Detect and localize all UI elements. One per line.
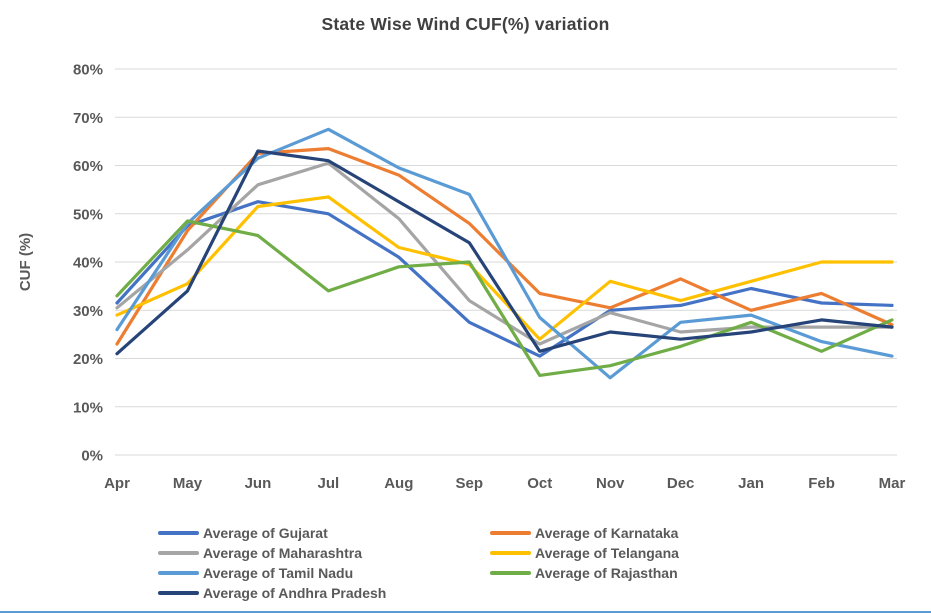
y-tick-label: 40% [73, 255, 103, 272]
y-axis-title: CUF (%) [17, 233, 34, 291]
series-line-gujarat [115, 200, 894, 358]
legend-item-telangana: Average of Telangana [490, 545, 820, 561]
legend-swatch-rajasthan [490, 570, 531, 576]
legend-label: Average of Gujarat [203, 525, 328, 541]
legend-label: Average of Telangana [535, 545, 679, 561]
legend-item-maharashtra: Average of Maharashtra [158, 545, 490, 561]
legend-swatch-maharashtra [158, 550, 199, 556]
x-tick-label: Dec [667, 475, 695, 492]
series-line-karnataka [115, 147, 894, 346]
y-tick-label: 50% [73, 206, 103, 223]
chart-title: State Wise Wind CUF(%) variation [321, 14, 610, 34]
y-tick-label: 80% [73, 62, 103, 79]
x-tick-label: Aug [384, 475, 413, 492]
plot-area: 0% 10% 20% 30% 40% 50% 60% 70% 80% Apr May Jun Jul Au… [17, 62, 905, 493]
x-tick-label: Mar [879, 475, 906, 492]
x-tick-label: Sep [456, 475, 484, 492]
legend: Average of Gujarat Average of Karnataka Av… [158, 523, 820, 603]
x-tick-label: Jul [318, 475, 340, 492]
legend-item-karnataka: Average of Karnataka [490, 525, 820, 541]
x-tick-label: Nov [596, 475, 625, 492]
series-line-tamil-nadu [115, 127, 894, 380]
y-tick-label: 10% [73, 399, 103, 416]
legend-swatch-andhra-pradesh [158, 590, 199, 596]
legend-item-rajasthan: Average of Rajasthan [490, 565, 820, 581]
legend-label: Average of Maharashtra [203, 545, 362, 561]
legend-label: Average of Tamil Nadu [203, 565, 354, 581]
series-line-telangana [115, 195, 894, 341]
y-tick-label: 0% [81, 448, 103, 465]
x-tick-label: Feb [808, 475, 835, 492]
legend-label: Average of Karnataka [535, 525, 679, 541]
legend-swatch-karnataka [490, 530, 531, 536]
x-tick-label: Apr [104, 475, 130, 492]
series-lines [115, 127, 894, 380]
legend-item-andhra-pradesh: Average of Andhra Pradesh [158, 585, 490, 601]
y-tick-label: 70% [73, 110, 103, 127]
legend-label: Average of Andhra Pradesh [203, 585, 387, 601]
y-tick-label: 60% [73, 158, 103, 175]
x-tick-label: Jan [738, 475, 764, 492]
y-tick-label: 20% [73, 351, 103, 368]
legend-item-gujarat: Average of Gujarat [158, 525, 490, 541]
legend-swatch-tamil-nadu [158, 570, 199, 576]
series-line-andhra-pradesh [115, 149, 894, 356]
series-line-rajasthan [115, 219, 894, 377]
legend-swatch-gujarat [158, 530, 199, 536]
bottom-border-line [0, 611, 931, 613]
x-tick-label: Jun [245, 475, 272, 492]
y-axis-labels: 0% 10% 20% 30% 40% 50% 60% 70% 80% [73, 62, 103, 465]
y-tick-label: 30% [73, 303, 103, 320]
x-axis-labels: Apr May Jun Jul Aug Sep Oct Nov Dec Jan Feb Mar [104, 475, 905, 492]
legend-item-tamil-nadu: Average of Tamil Nadu [158, 565, 490, 581]
legend-label: Average of Rajasthan [535, 565, 678, 581]
legend-swatch-telangana [490, 550, 531, 556]
x-tick-label: May [173, 475, 203, 492]
x-tick-label: Oct [527, 475, 552, 492]
